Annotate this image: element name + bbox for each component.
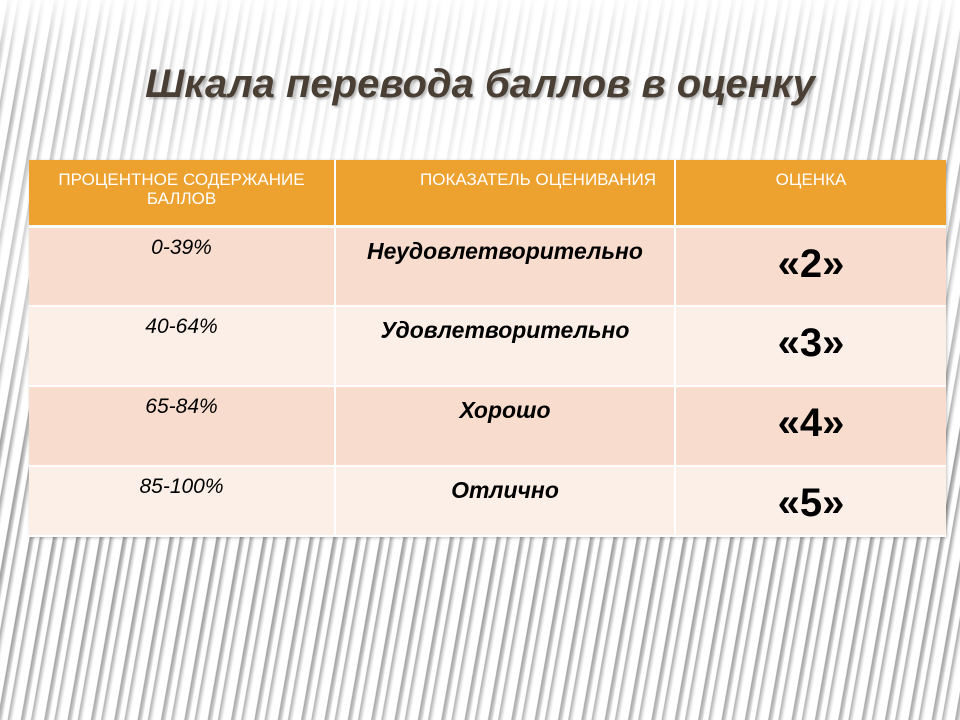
table-header-row: ПРОЦЕНТНОЕ СОДЕРЖАНИЕ БАЛЛОВ ПОКАЗАТЕЛЬ … xyxy=(29,160,946,228)
percent-cell: 0-39% xyxy=(29,226,336,307)
grade-cell: «5» xyxy=(675,466,946,537)
slide-title: Шкала перевода баллов в оценку xyxy=(145,62,815,106)
percent-cell: 65-84% xyxy=(29,386,336,467)
percent-cell: 85-100% xyxy=(29,466,336,537)
indicator-cell: Хорошо xyxy=(335,386,676,467)
header-grade: ОЦЕНКА xyxy=(675,160,946,228)
indicator-cell: Неудовлетворительно xyxy=(335,226,676,307)
grade-conversion-table: ПРОЦЕНТНОЕ СОДЕРЖАНИЕ БАЛЛОВ ПОКАЗАТЕЛЬ … xyxy=(29,160,946,537)
grade-cell: «4» xyxy=(675,386,946,467)
header-indicator: ПОКАЗАТЕЛЬ ОЦЕНИВАНИЯ xyxy=(335,160,676,228)
indicator-cell: Удовлетворительно xyxy=(335,306,676,387)
table-row: 0-39% Неудовлетворительно «2» xyxy=(29,226,946,307)
grade-cell: «2» xyxy=(675,226,946,307)
grade-cell: «3» xyxy=(675,306,946,387)
table-row: 40-64% Удовлетворительно «3» xyxy=(29,306,946,387)
percent-cell: 40-64% xyxy=(29,306,336,387)
header-percent: ПРОЦЕНТНОЕ СОДЕРЖАНИЕ БАЛЛОВ xyxy=(29,160,336,228)
table-row: 85-100% Отлично «5» xyxy=(29,466,946,537)
table-row: 65-84% Хорошо «4» xyxy=(29,386,946,467)
indicator-cell: Отлично xyxy=(335,466,676,537)
